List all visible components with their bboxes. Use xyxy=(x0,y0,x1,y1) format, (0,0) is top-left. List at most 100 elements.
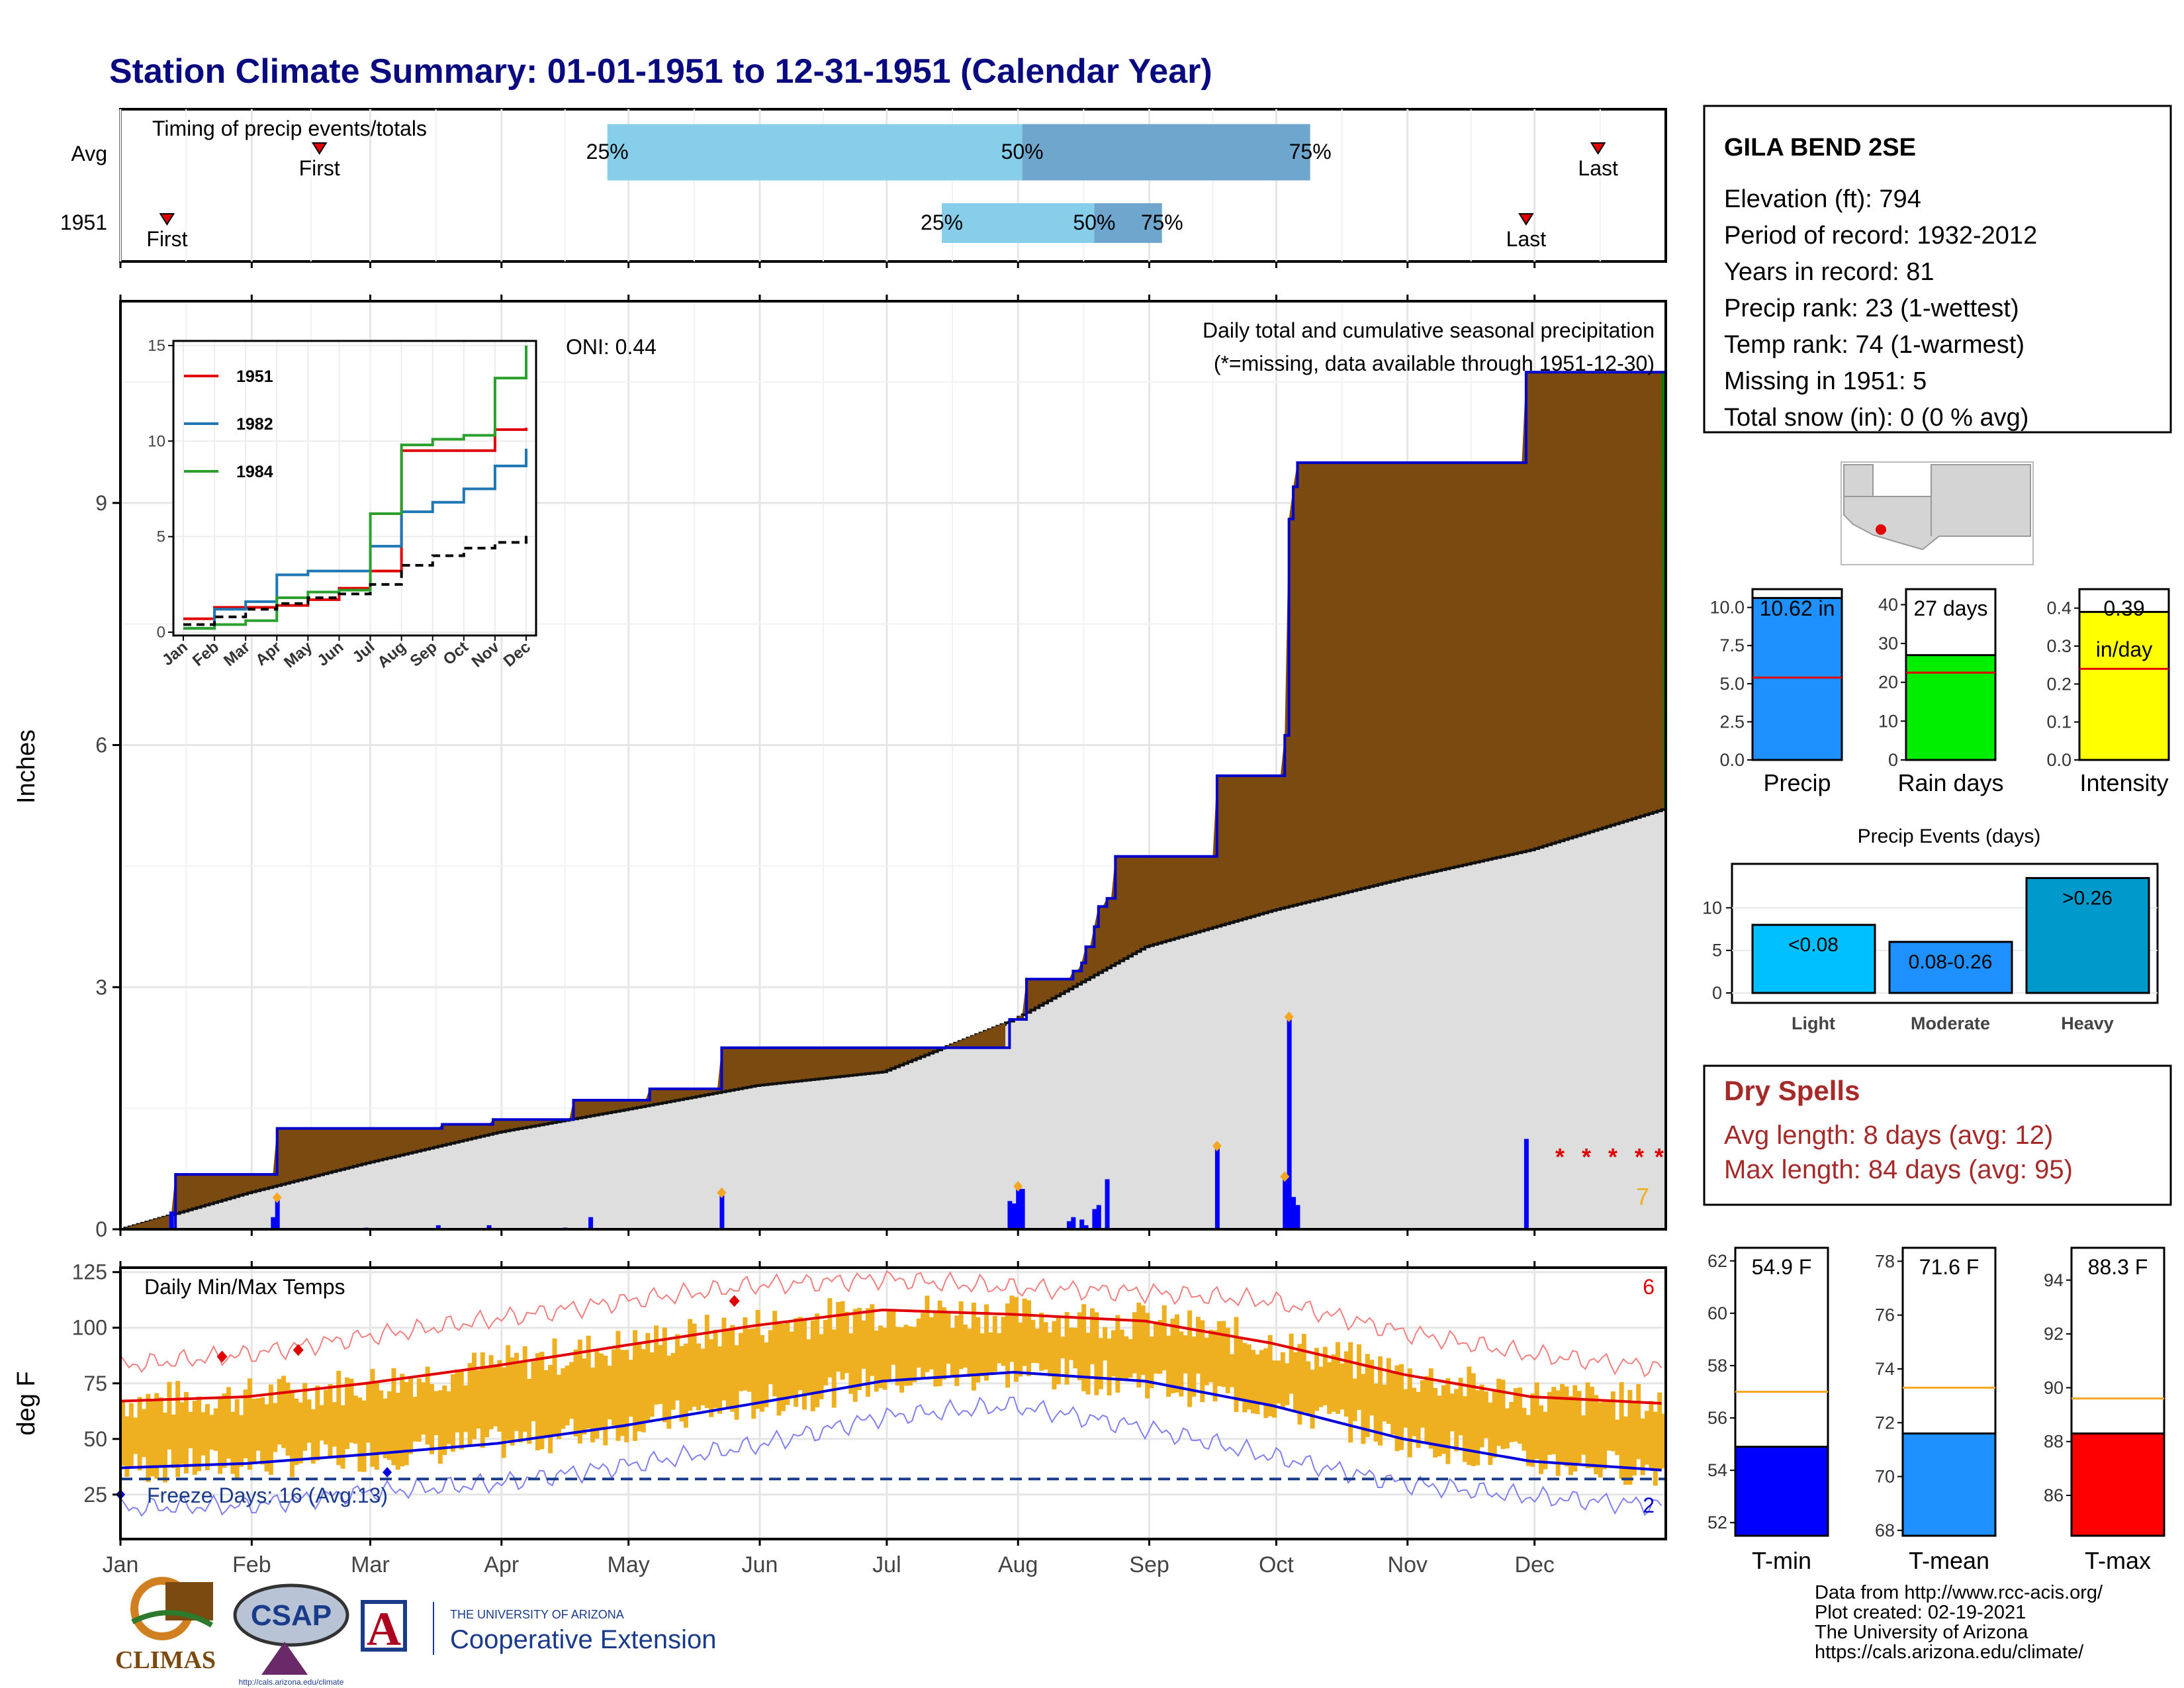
daily-temp-bar xyxy=(1653,1411,1658,1486)
daily-temp-bar xyxy=(903,1325,909,1386)
daily-temp-bar xyxy=(713,1329,718,1409)
daily-temp-bar xyxy=(539,1352,545,1450)
temp-box-tick-label: 74 xyxy=(1875,1359,1895,1379)
daily-temp-bar xyxy=(1068,1327,1073,1360)
daily-temp-bar xyxy=(1280,1352,1285,1408)
timing-bar-q3 xyxy=(1022,124,1310,181)
month-label: Aug xyxy=(998,1552,1038,1577)
daily-temp-bar xyxy=(1504,1408,1510,1449)
daily-temp-bar xyxy=(433,1391,439,1436)
month-label: Oct xyxy=(1259,1552,1294,1577)
daily-temp-bar xyxy=(1340,1363,1345,1410)
daily-temp-bar xyxy=(1221,1321,1226,1387)
daily-temp-bar xyxy=(1098,1338,1103,1389)
daily-temp-bar xyxy=(1420,1380,1425,1428)
daily-temp-bar xyxy=(958,1301,964,1370)
stat-box-label: Intensity xyxy=(2079,769,2168,796)
daily-temp-bar xyxy=(967,1329,972,1378)
daily-temp-bar xyxy=(285,1382,291,1456)
stat-box-tick-label: 0.3 xyxy=(2046,636,2071,656)
record-low-line xyxy=(120,1396,1662,1517)
csap-mountain xyxy=(261,1642,308,1675)
record-high-line xyxy=(120,1270,1662,1378)
precip-ytick-label: 0 xyxy=(95,1217,107,1241)
daily-temp-bar xyxy=(391,1368,396,1466)
csap-wordmark: CSAP xyxy=(251,1599,332,1632)
daily-temp-bar xyxy=(471,1352,477,1440)
daily-temp-bar xyxy=(1534,1382,1539,1460)
daily-temp-bar xyxy=(1441,1385,1446,1454)
daily-temp-bar xyxy=(518,1362,523,1443)
daily-temp-bar xyxy=(1416,1391,1421,1448)
daily-precip-bar xyxy=(1287,1019,1292,1229)
ua-emblem xyxy=(361,1600,407,1652)
daily-temp-bar xyxy=(1403,1389,1408,1428)
daily-temp-bar xyxy=(721,1317,727,1401)
timing-pct-label: 75% xyxy=(1289,140,1332,164)
timing-marker xyxy=(159,213,175,226)
daily-temp-bar xyxy=(488,1355,494,1430)
daily-temp-bar xyxy=(1293,1352,1298,1411)
daily-temp-bar xyxy=(1352,1378,1357,1421)
precip-ylabel: Inches xyxy=(13,729,40,804)
daily-temp-bar xyxy=(573,1349,578,1436)
daily-temp-bar xyxy=(725,1329,731,1408)
stat-box-label: Precip xyxy=(1763,769,1831,796)
oni-value: ONI: 0.44 xyxy=(566,335,657,359)
stat-box-tick-label: 20 xyxy=(1878,673,1898,692)
daily-temp-bar xyxy=(1407,1368,1412,1458)
daily-temp-bar xyxy=(1064,1312,1069,1385)
station-location-dot xyxy=(1876,524,1886,535)
events-tick-label: 5 xyxy=(1712,941,1722,961)
daily-temp-bar xyxy=(1077,1312,1082,1381)
daily-temp-bar xyxy=(310,1409,316,1464)
events-bar-label: >0.26 xyxy=(2062,887,2113,909)
daily-temp-bar xyxy=(1412,1387,1417,1436)
events-tick-label: 0 xyxy=(1712,983,1722,1003)
daily-temp-bar xyxy=(345,1377,350,1450)
month-label: Jul xyxy=(872,1552,901,1577)
temp-box-value: 71.6 F xyxy=(1919,1255,1979,1279)
temp-box-label: T-min xyxy=(1752,1547,1811,1574)
daily-temp-bar xyxy=(739,1333,743,1391)
daily-temp-bar xyxy=(1073,1327,1078,1369)
daily-temp-bar xyxy=(1619,1382,1624,1479)
daily-temp-bar xyxy=(247,1378,252,1470)
daily-temp-bar xyxy=(437,1390,443,1464)
daily-temp-bar xyxy=(1301,1334,1306,1413)
inset-ytick-label: 10 xyxy=(148,432,165,450)
daily-temp-bar xyxy=(1390,1372,1396,1434)
map-states xyxy=(1843,464,2031,551)
daily-temp-bar xyxy=(1610,1391,1615,1452)
daily-temp-bar xyxy=(1259,1350,1264,1404)
daily-temp-bar xyxy=(294,1398,299,1466)
daily-temp-bar xyxy=(1568,1395,1573,1476)
daily-temp-bar xyxy=(1060,1336,1066,1358)
inset-ytick-label: 15 xyxy=(148,337,165,355)
daily-temp-bar xyxy=(942,1307,947,1380)
daily-temp-bar xyxy=(349,1378,354,1443)
daily-temp-bar xyxy=(1272,1360,1277,1418)
daily-temp-bar xyxy=(361,1400,367,1472)
average-under-segment xyxy=(946,1047,1006,1229)
daily-temp-bar xyxy=(1103,1327,1108,1361)
daily-temp-bar xyxy=(946,1313,951,1364)
climas-wordmark: CLIMAS xyxy=(115,1646,216,1674)
daily-temp-bar xyxy=(1572,1385,1578,1472)
events-bar-label: <0.08 xyxy=(1788,934,1839,956)
daily-temp-bar xyxy=(933,1313,938,1387)
location-map xyxy=(1841,461,2034,565)
daily-temp-bar xyxy=(950,1328,955,1377)
temp-box-fill xyxy=(1901,1432,1997,1537)
ua-letter: A xyxy=(367,1603,401,1656)
daily-temp-bar xyxy=(1153,1322,1158,1374)
daily-temp-bar xyxy=(1318,1366,1324,1407)
station-line: Elevation (ft): 794 xyxy=(1724,185,1921,213)
record-low-count: 2 xyxy=(1643,1493,1655,1517)
daily-temp-bar xyxy=(141,1409,146,1458)
daily-temp-bar xyxy=(1230,1354,1235,1387)
daily-temp-bar xyxy=(1398,1364,1404,1450)
daily-temp-bar xyxy=(1310,1370,1315,1429)
daily-temp-bar xyxy=(645,1333,651,1423)
daily-temp-bar xyxy=(764,1342,769,1407)
